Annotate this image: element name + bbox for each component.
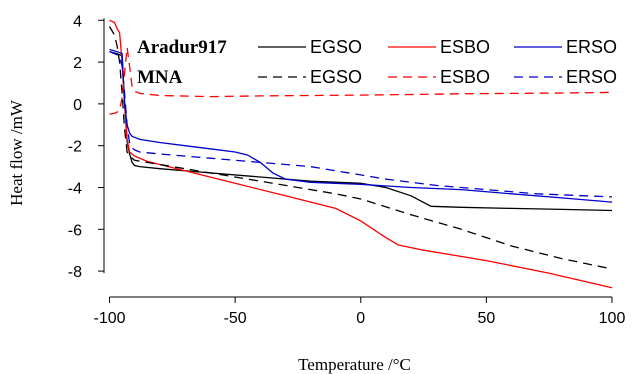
y-tick-label: 2 <box>73 55 82 72</box>
axes <box>103 18 612 298</box>
x-tick-label: 50 <box>477 310 495 327</box>
y-tick-label: 4 <box>73 13 82 30</box>
legend: Aradur917 EGSO ESBO ERSO MNA EGSO ESBO ERSO <box>137 37 617 88</box>
mna-esbo-line <box>109 47 613 115</box>
ticks: 4 2 0 -2 -4 -6 -8 -100 -50 0 50 100 <box>68 13 626 327</box>
y-tick-label: -8 <box>68 264 82 281</box>
aradur917-esbo-line <box>109 19 613 289</box>
y-tick-label: 0 <box>73 97 82 114</box>
legend-entry-label: EGSO <box>310 67 362 87</box>
legend-entry-label: ERSO <box>566 67 617 87</box>
series-lines <box>108 19 613 289</box>
legend-entry-label: ESBO <box>440 37 490 57</box>
y-axis-title: Heat flow /mW <box>7 99 26 206</box>
mna-egso-line <box>108 26 613 270</box>
mna-erso-line <box>109 51 613 198</box>
legend-group-label: Aradur917 <box>137 37 227 58</box>
x-tick-label: -100 <box>93 310 125 327</box>
x-tick-label: 0 <box>356 310 365 327</box>
x-tick-label: -50 <box>224 310 247 327</box>
y-tick-label: -6 <box>68 222 82 239</box>
x-axis-title: Temperature /°C <box>298 355 411 374</box>
x-tick-label: 100 <box>599 310 626 327</box>
legend-entry-label: EGSO <box>310 37 362 57</box>
legend-entry-label: ESBO <box>440 67 490 87</box>
legend-group-label: MNA <box>137 67 183 88</box>
y-tick-label: -4 <box>68 180 82 197</box>
legend-entry-label: ERSO <box>566 37 617 57</box>
y-tick-label: -2 <box>68 139 82 156</box>
